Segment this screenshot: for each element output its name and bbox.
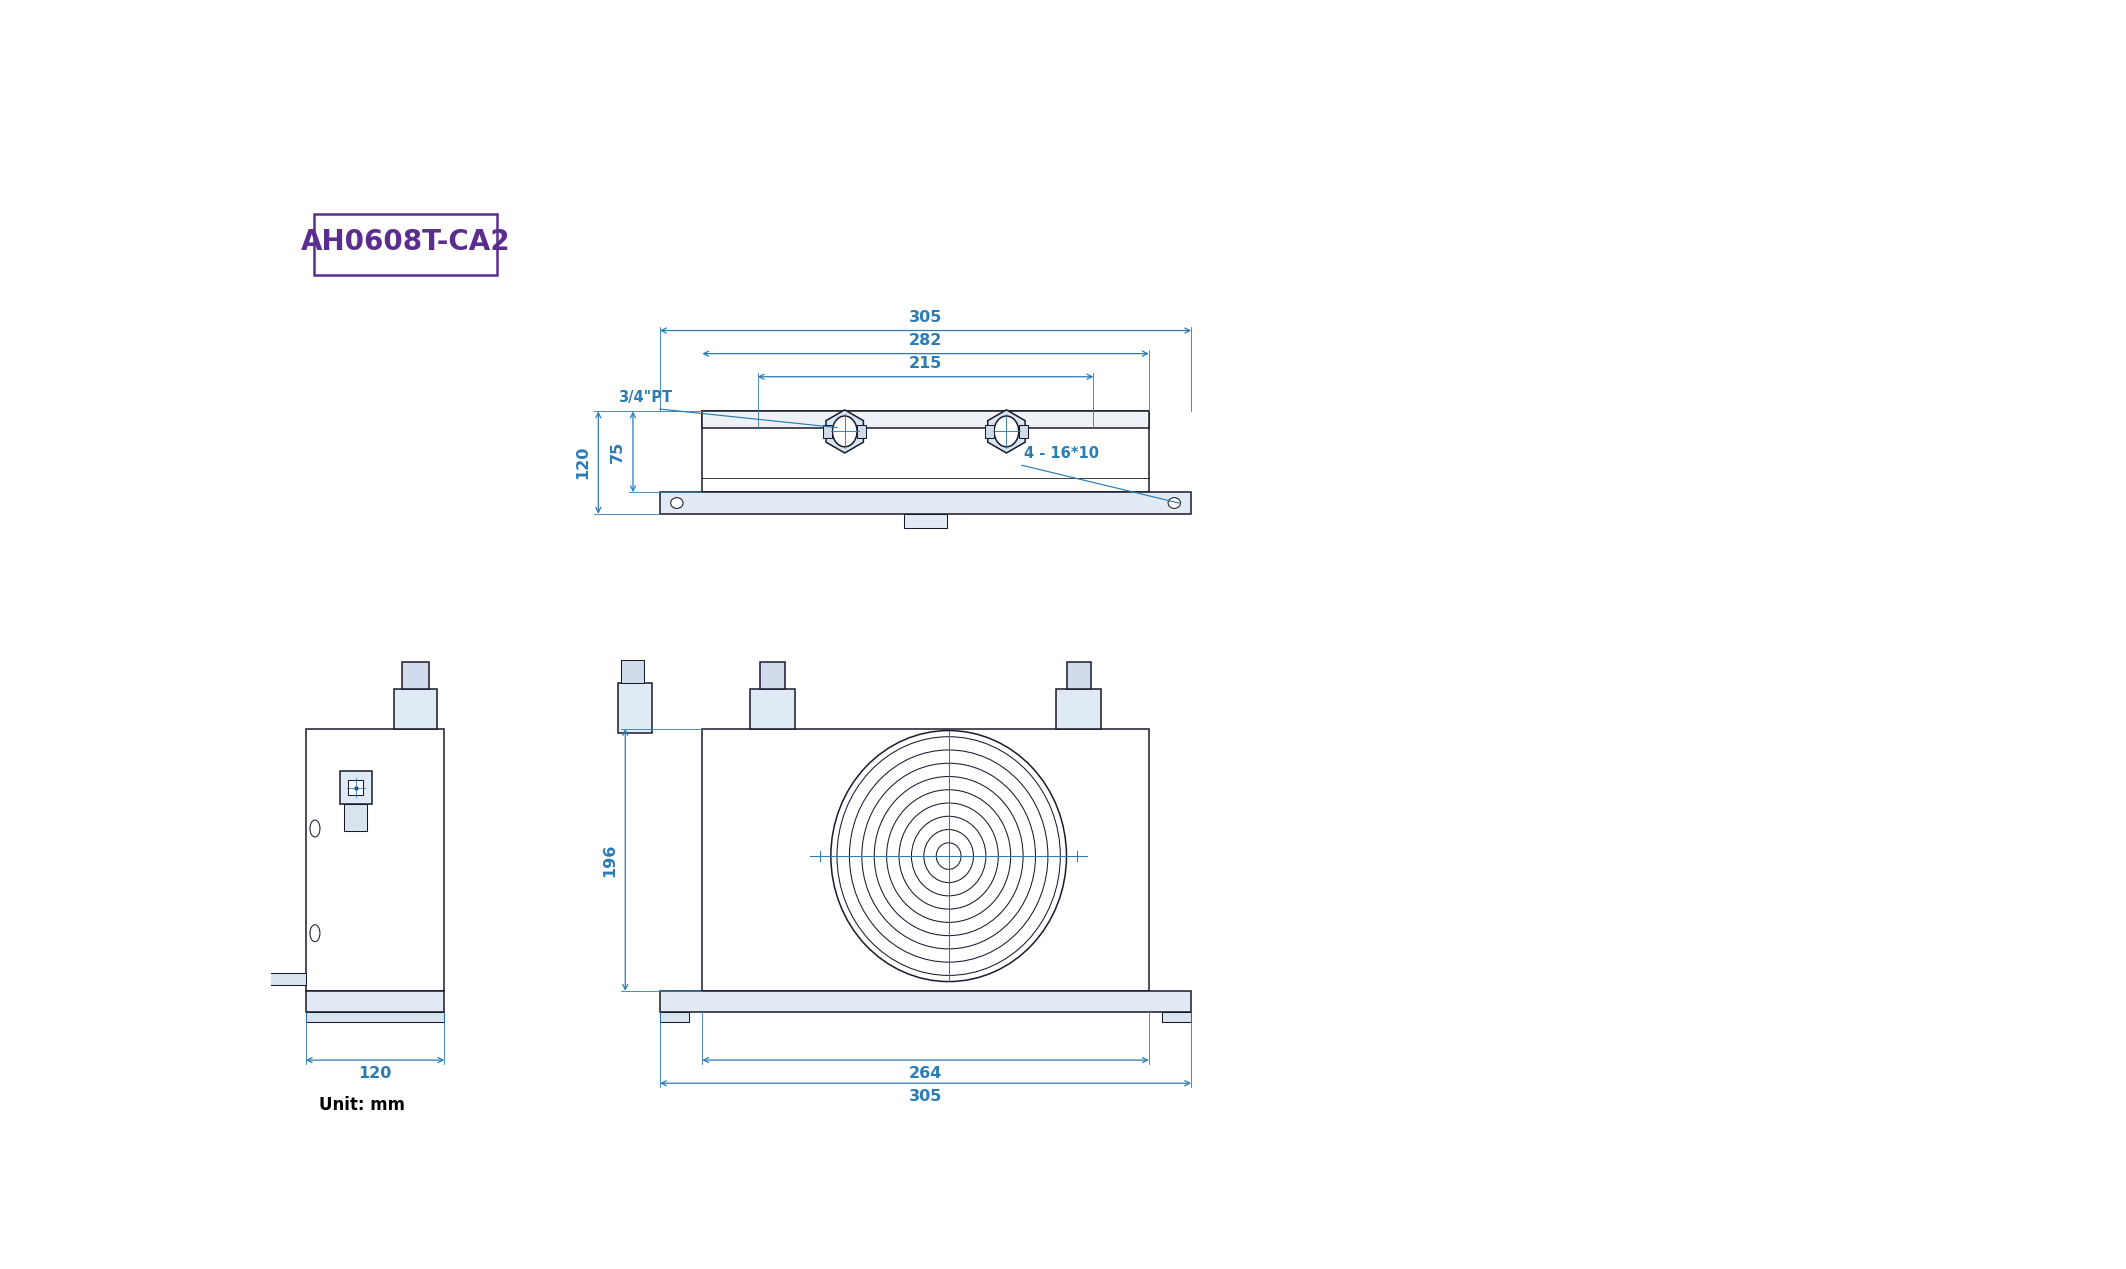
Text: 305: 305 [910, 310, 942, 325]
Text: Unit: mm: Unit: mm [319, 1095, 404, 1114]
Bar [344, 803, 368, 831]
Polygon shape [827, 410, 863, 453]
Text: 215: 215 [910, 357, 942, 372]
Bar [393, 689, 436, 728]
Bar [264, 973, 306, 985]
Text: 196: 196 [602, 843, 617, 877]
Bar [904, 514, 946, 528]
Text: 120: 120 [576, 445, 591, 480]
Bar [659, 1013, 689, 1022]
Bar [349, 780, 364, 796]
Text: 264: 264 [910, 1066, 942, 1080]
Ellipse shape [995, 416, 1018, 447]
Bar [617, 683, 653, 733]
Ellipse shape [833, 416, 857, 447]
Ellipse shape [670, 497, 682, 509]
Bar [306, 991, 444, 1013]
Bar [823, 425, 833, 438]
Text: AH0608T-CA2: AH0608T-CA2 [302, 228, 510, 256]
Bar [750, 689, 795, 728]
Bar [402, 662, 429, 689]
Bar [659, 492, 1191, 514]
Bar [984, 425, 995, 438]
Polygon shape [989, 410, 1025, 453]
Ellipse shape [310, 820, 319, 838]
Ellipse shape [1167, 497, 1180, 509]
Ellipse shape [310, 925, 319, 942]
Bar [857, 425, 865, 438]
Bar [621, 660, 644, 683]
Bar [1018, 425, 1029, 438]
Text: 282: 282 [910, 334, 942, 348]
Bar [1067, 662, 1091, 689]
Bar [702, 728, 1148, 991]
Bar [702, 411, 1148, 492]
Bar [306, 728, 444, 991]
FancyBboxPatch shape [315, 214, 497, 275]
Bar [702, 411, 1148, 429]
Bar [306, 1013, 444, 1022]
Bar [1057, 689, 1101, 728]
Bar [659, 991, 1191, 1013]
Text: 120: 120 [359, 1066, 391, 1080]
Bar [340, 772, 372, 803]
Text: 305: 305 [910, 1089, 942, 1104]
Text: 3/4"PT: 3/4"PT [617, 391, 672, 405]
Bar [1163, 1013, 1191, 1022]
Text: 4 - 16*10: 4 - 16*10 [1025, 447, 1099, 462]
Bar [761, 662, 784, 689]
Text: 75: 75 [610, 440, 625, 463]
